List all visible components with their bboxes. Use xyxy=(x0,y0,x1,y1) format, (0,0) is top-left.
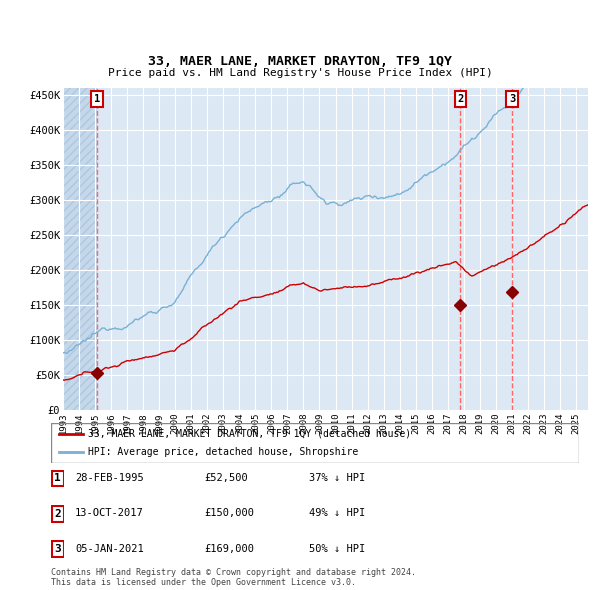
Text: £52,500: £52,500 xyxy=(204,473,248,483)
Text: 05-JAN-2021: 05-JAN-2021 xyxy=(75,544,144,553)
Text: £169,000: £169,000 xyxy=(204,544,254,553)
Text: 50% ↓ HPI: 50% ↓ HPI xyxy=(309,544,365,553)
Text: 33, MAER LANE, MARKET DRAYTON, TF9 1QY: 33, MAER LANE, MARKET DRAYTON, TF9 1QY xyxy=(148,55,452,68)
Text: 1: 1 xyxy=(94,94,100,104)
Text: 13-OCT-2017: 13-OCT-2017 xyxy=(75,509,144,518)
Text: 28-FEB-1995: 28-FEB-1995 xyxy=(75,473,144,483)
Text: £150,000: £150,000 xyxy=(204,509,254,518)
Text: 3: 3 xyxy=(54,545,61,554)
Text: 1: 1 xyxy=(54,474,61,483)
Text: 33, MAER LANE, MARKET DRAYTON, TF9 1QY (detached house): 33, MAER LANE, MARKET DRAYTON, TF9 1QY (… xyxy=(88,429,411,439)
Text: 49% ↓ HPI: 49% ↓ HPI xyxy=(309,509,365,518)
Bar xyxy=(63,88,97,410)
Text: Contains HM Land Registry data © Crown copyright and database right 2024.
This d: Contains HM Land Registry data © Crown c… xyxy=(51,568,416,587)
Text: 2: 2 xyxy=(457,94,464,104)
Text: 3: 3 xyxy=(509,94,515,104)
Text: 2: 2 xyxy=(54,509,61,519)
Text: 37% ↓ HPI: 37% ↓ HPI xyxy=(309,473,365,483)
Text: HPI: Average price, detached house, Shropshire: HPI: Average price, detached house, Shro… xyxy=(88,447,358,457)
Text: Price paid vs. HM Land Registry's House Price Index (HPI): Price paid vs. HM Land Registry's House … xyxy=(107,68,493,78)
